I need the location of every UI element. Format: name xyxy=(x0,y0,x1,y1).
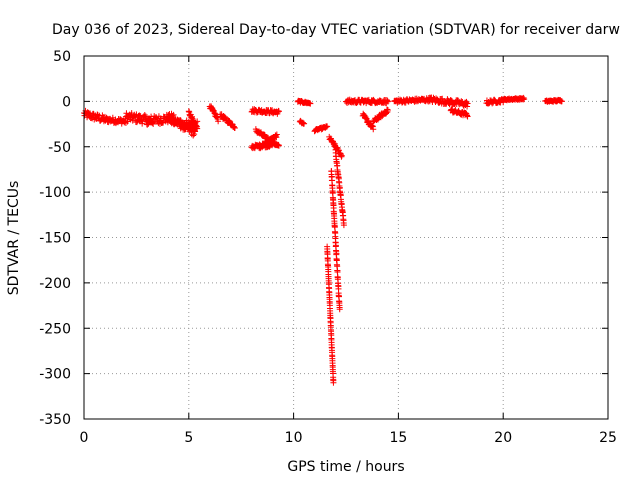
data-point-marker xyxy=(194,125,201,132)
data-point-marker xyxy=(150,120,157,127)
data-point-marker xyxy=(338,152,345,159)
y-tick-label: -150 xyxy=(39,231,71,247)
data-point-marker xyxy=(124,118,131,125)
data-point-marker xyxy=(333,250,340,257)
data-point-marker xyxy=(131,114,138,121)
data-point-marker xyxy=(464,100,471,107)
data-point-marker xyxy=(141,112,148,119)
y-tick-label: -200 xyxy=(39,276,71,292)
data-point-marker xyxy=(336,306,343,313)
data-point-marker xyxy=(84,114,91,121)
grid-lines xyxy=(84,56,608,419)
data-point-marker xyxy=(340,222,347,229)
data-point-marker xyxy=(464,112,471,119)
chart-title: Day 036 of 2023, Sidereal Day-to-day VTE… xyxy=(52,22,620,38)
data-point-marker xyxy=(330,379,337,386)
data-point-marker xyxy=(136,112,143,119)
y-tick-label: 50 xyxy=(53,49,71,65)
data-point-marker xyxy=(275,142,282,149)
x-tick-label: 10 xyxy=(285,430,303,446)
data-point-marker xyxy=(307,100,314,107)
y-tick-label: -300 xyxy=(39,367,71,383)
data-point-marker xyxy=(464,113,471,120)
data-point-marker xyxy=(300,119,307,126)
data-point-marker xyxy=(273,131,280,138)
data-point-marker xyxy=(177,117,184,124)
y-axis-label: SDTVAR / TECUs xyxy=(6,181,22,296)
data-point-marker xyxy=(301,120,308,127)
x-tick-label: 25 xyxy=(599,430,617,446)
data-point-marker xyxy=(332,242,339,249)
data-points xyxy=(81,94,565,386)
data-point-marker xyxy=(275,108,282,115)
x-axis-label: GPS time / hours xyxy=(287,459,404,475)
y-tick-label: -250 xyxy=(39,321,71,337)
data-point-marker xyxy=(464,103,471,110)
data-point-marker xyxy=(384,106,391,113)
data-point-marker xyxy=(169,115,176,122)
x-tick-label: 15 xyxy=(389,430,407,446)
data-point-marker xyxy=(520,94,527,101)
data-point-marker xyxy=(370,126,377,133)
x-tick-label: 5 xyxy=(184,430,193,446)
axis-ticks: 0 5 10 15 20 25 50 0 -50 -100 -150 -200 -250 -300 -350 xyxy=(39,49,617,446)
y-tick-label: 0 xyxy=(62,94,71,110)
data-point-marker xyxy=(324,123,331,130)
x-tick-label: 20 xyxy=(494,430,512,446)
data-point-marker xyxy=(384,97,391,104)
data-point-marker xyxy=(231,124,238,131)
y-tick-label: -50 xyxy=(48,140,71,156)
data-point-marker xyxy=(274,108,281,115)
y-tick-label: -100 xyxy=(39,185,71,201)
y-tick-label: -350 xyxy=(39,412,71,428)
data-point-marker xyxy=(558,98,565,105)
data-point-marker xyxy=(215,118,222,125)
data-point-marker xyxy=(521,96,528,103)
x-tick-label: 0 xyxy=(80,430,89,446)
data-point-marker xyxy=(384,98,391,105)
data-point-marker xyxy=(139,120,146,127)
